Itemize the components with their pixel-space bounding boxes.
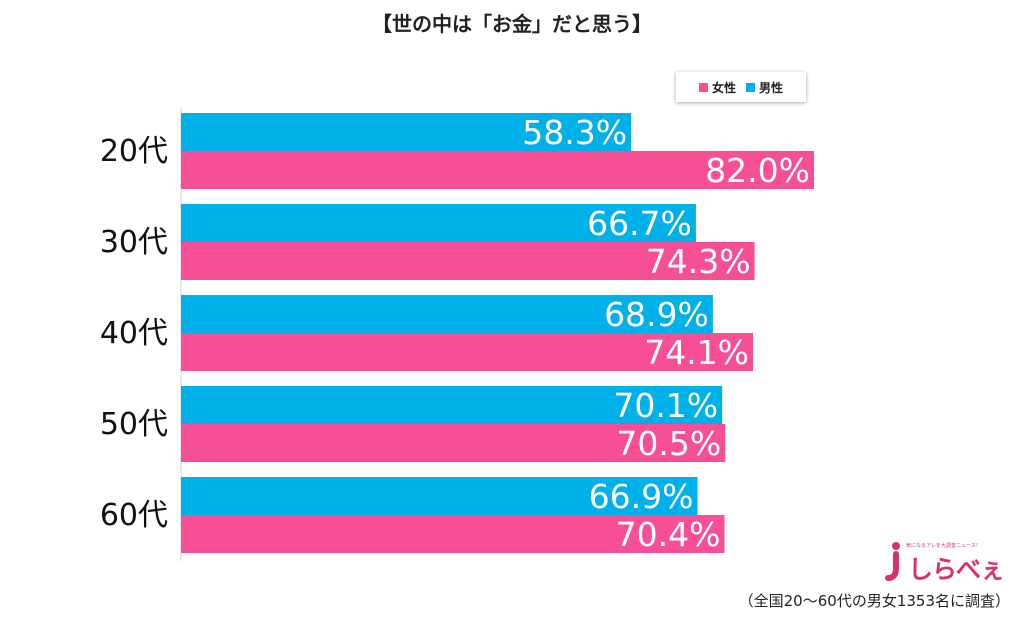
data-label-male: 66.7% [587,204,692,243]
bar-male [181,113,632,151]
legend: 女性 男性 [676,72,806,102]
logo-tagline: 気になるアレを大調査ニュース！ [906,543,981,549]
shirabee-logo: 気になるアレを大調査ニュース！ しらべぇ [884,540,1005,584]
category-label: 20代 [100,134,168,169]
logo-i-icon [885,542,900,581]
legend-item-female: 女性 [698,79,736,96]
data-label-male: 58.3% [522,113,627,152]
bar-male [181,204,696,242]
logo-wordmark: しらべぇ [908,555,1005,584]
data-label-female: 70.4% [616,515,721,554]
data-label-female: 82.0% [705,151,810,190]
bar-male [181,477,698,515]
bar-female [181,333,754,371]
data-label-male: 70.1% [613,386,718,425]
bar-female [181,151,815,189]
bar-female [181,242,755,280]
bar-female [181,424,726,462]
category-label: 60代 [100,498,168,533]
legend-label-female: 女性 [711,80,736,95]
data-label-female: 74.3% [646,242,751,281]
bar-male [181,386,723,424]
bar-male [181,295,713,333]
data-label-female: 74.1% [644,333,749,372]
legend-swatch-female [698,82,708,92]
legend-swatch-male [746,82,755,92]
legend-item-male: 男性 [746,79,783,96]
legend-label-male: 男性 [759,80,784,95]
category-label: 50代 [100,407,168,442]
category-label: 30代 [100,225,168,260]
data-label-male: 66.9% [589,477,694,516]
bar-female [181,515,725,553]
data-label-male: 68.9% [604,295,709,334]
survey-footnote: （全国20～60代の男女1353名に調査） [738,592,1010,610]
data-label-female: 70.5% [616,424,721,463]
chart-title: 【世の中は「お金」だと思う】 [372,12,652,36]
category-label: 40代 [100,316,168,351]
